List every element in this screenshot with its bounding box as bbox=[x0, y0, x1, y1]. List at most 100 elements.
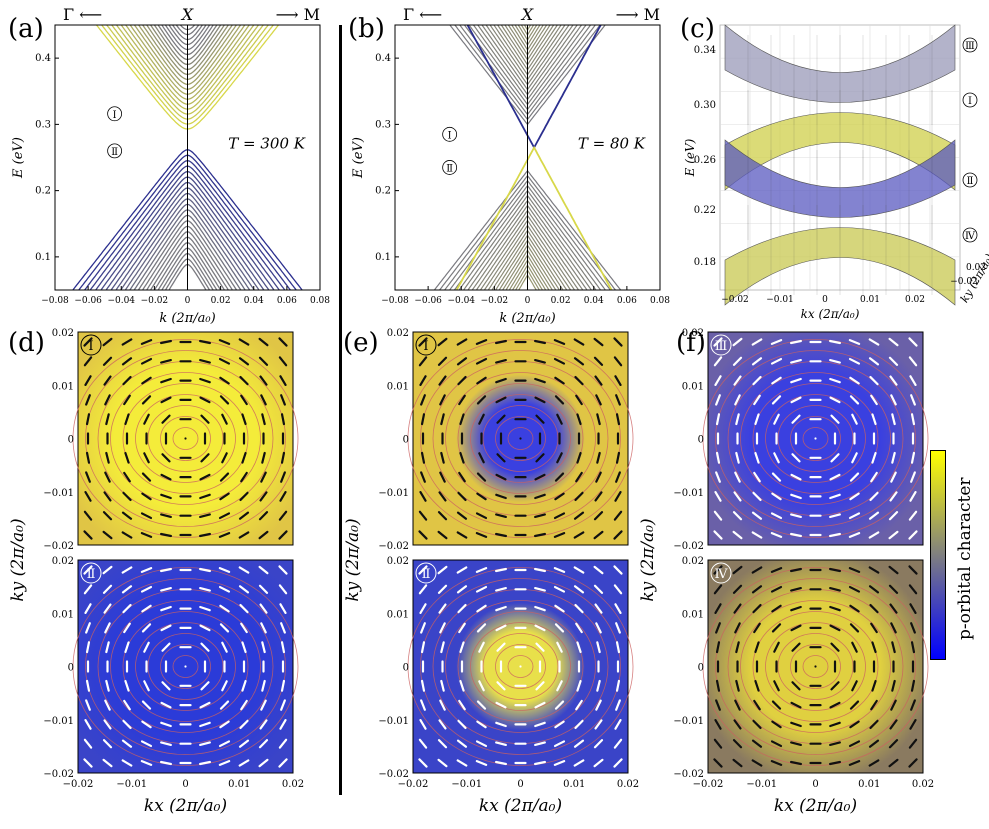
direction-m: ⟶ M bbox=[276, 5, 320, 24]
y-axis-label: ky (2π/a₀) bbox=[343, 518, 363, 601]
band-marker bbox=[962, 172, 978, 188]
energy-contour bbox=[135, 394, 236, 483]
spin-arrow bbox=[868, 759, 880, 767]
spin-arrow bbox=[908, 738, 918, 749]
spin-arrow bbox=[613, 738, 623, 749]
spin-arrow bbox=[830, 453, 840, 463]
x-tick-label: 0.02 bbox=[617, 779, 639, 790]
spin-arrow bbox=[238, 759, 250, 767]
spin-arrow bbox=[456, 739, 468, 748]
spin-arrow bbox=[496, 414, 506, 424]
spin-arrow bbox=[159, 567, 173, 573]
energy-contour bbox=[457, 611, 584, 722]
spin-arrow bbox=[219, 376, 230, 385]
spin-arrow bbox=[733, 375, 742, 386]
spin-arrow bbox=[868, 357, 880, 366]
spin-arrow bbox=[241, 451, 247, 464]
energy-contour bbox=[482, 633, 559, 700]
spin-arrow bbox=[595, 622, 602, 634]
spin-arrow bbox=[848, 585, 861, 593]
y-axis-label: E (eV) bbox=[351, 137, 366, 179]
spin-arrow bbox=[258, 356, 269, 366]
spin-arrow bbox=[596, 641, 601, 654]
spin-arrow bbox=[122, 719, 132, 730]
spin-arrow bbox=[140, 585, 153, 593]
spin-arrow bbox=[279, 603, 287, 614]
spin-arrow bbox=[556, 641, 563, 653]
spin-arrow bbox=[418, 356, 428, 367]
spin-arrow bbox=[160, 396, 172, 404]
energy-contour bbox=[445, 600, 596, 733]
spin-arrow bbox=[910, 394, 916, 406]
spin-arrow bbox=[475, 357, 488, 365]
energy-contour bbox=[420, 578, 621, 755]
spin-arrow bbox=[554, 472, 565, 482]
y-tick-label: −0.01 bbox=[378, 488, 409, 499]
spin-arrow bbox=[124, 451, 130, 464]
energy-contour bbox=[765, 622, 866, 711]
y-tick-label: −0.01 bbox=[378, 716, 409, 727]
y-axis-label: ky (2π/a₀) bbox=[8, 518, 28, 601]
spin-arrow bbox=[732, 739, 743, 749]
spin-arrow bbox=[829, 473, 841, 481]
y-tick-label: 0.02 bbox=[52, 556, 74, 567]
y-tick-label: −0.02 bbox=[43, 541, 74, 552]
spin-arrow bbox=[791, 453, 801, 463]
panel-label-c: (c) bbox=[680, 14, 715, 44]
y-tick-label: 0.2 bbox=[35, 186, 51, 197]
y-tick-label: −0.02 bbox=[378, 541, 409, 552]
spin-arrow bbox=[437, 584, 448, 594]
spin-arrow bbox=[910, 622, 916, 634]
spin-arrow bbox=[103, 719, 112, 730]
spin-arrow bbox=[437, 337, 448, 347]
energy-contour bbox=[172, 427, 199, 450]
spin-arrow bbox=[241, 679, 247, 692]
spin-arrow bbox=[199, 513, 211, 519]
spin-arrow bbox=[735, 641, 740, 654]
spin-arrow bbox=[614, 375, 622, 386]
spin-arrow bbox=[849, 395, 860, 405]
spin-arrow bbox=[534, 396, 546, 404]
z-axis-label: E (eV) bbox=[683, 138, 697, 177]
spin-arrow bbox=[890, 394, 897, 406]
y-tick-label: 0.01 bbox=[52, 381, 74, 392]
spin-arrow bbox=[534, 377, 546, 384]
spin-arrow bbox=[596, 413, 601, 426]
energy-contour bbox=[495, 416, 546, 461]
spin-arrow bbox=[259, 603, 268, 614]
spin-arrow bbox=[594, 491, 603, 502]
y-tick-label: 0 bbox=[68, 663, 74, 674]
spin-arrow bbox=[615, 451, 621, 464]
spin-texture-maps: Ⅰ 0.02 0.01 0 −0.01 −0.02 Ⅱ 0.02 0.01 0 −0.01 −0.02… bbox=[8, 328, 934, 816]
direction-x: X bbox=[180, 5, 194, 24]
panel-label-e: (e) bbox=[343, 328, 379, 358]
spin-arrow bbox=[829, 396, 841, 404]
spin-arrow bbox=[437, 356, 448, 366]
spin-arrow bbox=[534, 513, 546, 519]
spin-arrow bbox=[790, 377, 802, 384]
spin-arrow bbox=[732, 511, 743, 521]
spin-arrow bbox=[910, 699, 916, 711]
spin-arrow bbox=[278, 565, 288, 575]
spin-arrow bbox=[457, 491, 467, 502]
panel-label-d: (d) bbox=[8, 328, 45, 358]
spin-arrow bbox=[753, 622, 761, 634]
spin-arrow bbox=[121, 759, 133, 767]
spin-arrow bbox=[554, 623, 565, 633]
spin-arrow bbox=[123, 394, 131, 406]
spin-arrow bbox=[105, 641, 110, 654]
spin-arrow bbox=[751, 585, 763, 594]
spin-arrow bbox=[459, 451, 465, 464]
spin-arrow bbox=[829, 624, 841, 632]
spin-arrow bbox=[85, 641, 91, 654]
band-marker-label: Ⅳ bbox=[965, 231, 976, 242]
spin-arrow bbox=[102, 584, 113, 594]
spin-arrow bbox=[258, 584, 269, 594]
spin-arrow bbox=[440, 451, 445, 464]
spin-arrow bbox=[104, 622, 111, 634]
spin-arrow bbox=[715, 394, 721, 406]
spin-arrow bbox=[159, 532, 173, 538]
spin-arrow bbox=[143, 641, 150, 653]
spin-arrow bbox=[141, 472, 152, 482]
spin-arrow bbox=[909, 603, 917, 614]
